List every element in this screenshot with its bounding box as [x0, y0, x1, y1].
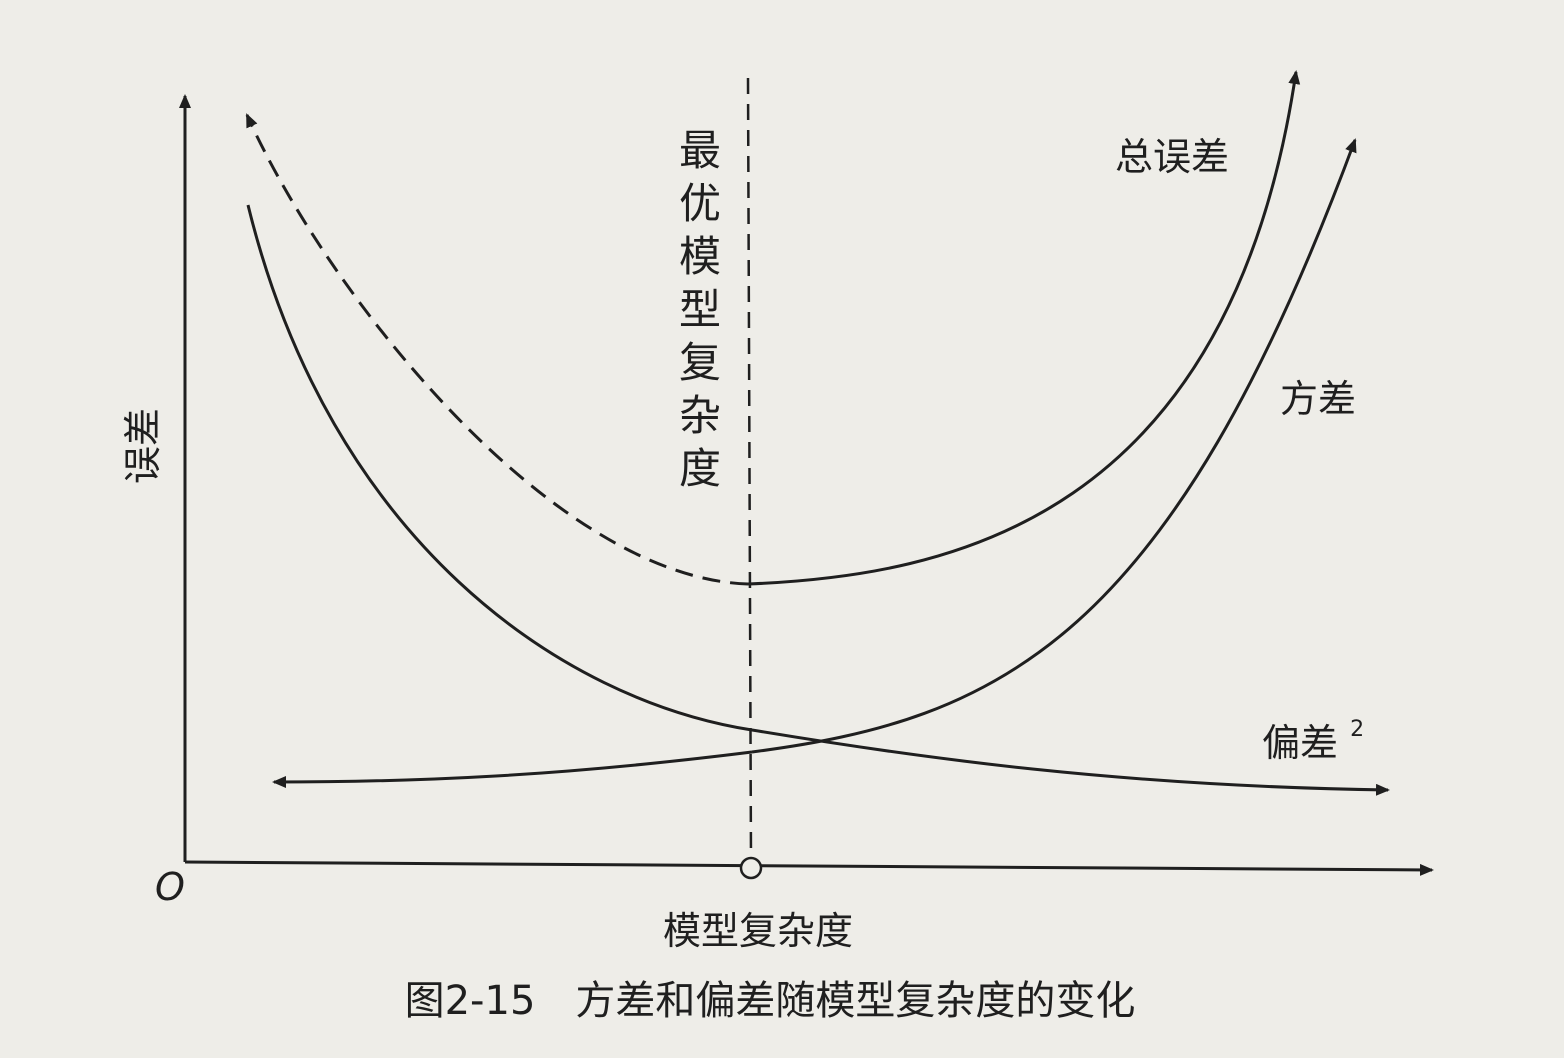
variance-curve-right: [751, 138, 1357, 754]
figure-caption: 图2-15 方差和偏差随模型复杂度的变化: [405, 978, 1136, 1024]
x-axis-label: 模型复杂度: [663, 909, 853, 953]
total-error-label: 总误差: [1115, 135, 1229, 179]
bias-squared-superscript: 2: [1350, 717, 1364, 742]
optimal-complexity-line: [746, 77, 753, 863]
optimal-label-char: 杂: [679, 391, 721, 440]
total-error-curve-dashed: [245, 113, 749, 586]
bias-squared-label-text: 偏差: [1262, 721, 1338, 765]
optimal-label-char: 最: [679, 126, 721, 175]
optimal-label-char: 模: [679, 232, 721, 281]
bias-squared-label: 偏差 2: [1262, 717, 1364, 765]
variance-curve-left: [272, 750, 753, 788]
optimal-label-char: 优: [679, 179, 721, 228]
optimal-complexity-marker: [739, 856, 763, 880]
optimal-label-char: 度: [679, 444, 721, 493]
bias-squared-curve: [246, 204, 1390, 796]
optimal-label-char: 型: [679, 285, 721, 334]
origin-label: O: [155, 865, 185, 909]
optimal-complexity-label: 最优模型复杂度: [679, 126, 721, 493]
total-error-curve-solid: [747, 70, 1301, 586]
optimal-label-char: 复: [679, 338, 721, 387]
variance-label: 方差: [1280, 377, 1356, 421]
y-axis-label: 误差: [121, 408, 165, 484]
x-axis: [184, 860, 1434, 876]
